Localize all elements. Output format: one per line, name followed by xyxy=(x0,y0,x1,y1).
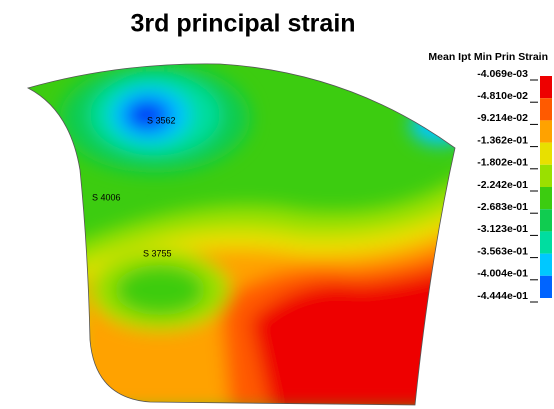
legend-level: -3.123e-01 xyxy=(477,223,528,235)
color-band xyxy=(540,76,552,98)
color-band xyxy=(540,120,552,142)
color-band xyxy=(540,254,552,276)
color-band xyxy=(540,276,552,298)
legend-level: -2.242e-01 xyxy=(477,179,528,191)
legend-level: -1.802e-01 xyxy=(477,157,528,169)
node-label: S 4006 xyxy=(92,192,121,202)
legend-level: -4.004e-01 xyxy=(477,268,528,280)
color-band xyxy=(540,187,552,209)
legend: -4.069e-03 -4.810e-02 -9.214e-02 -1.362e-01… xyxy=(477,68,552,302)
legend-level: -9.214e-02 xyxy=(477,112,528,124)
legend-level: -3.563e-01 xyxy=(477,245,528,257)
color-band xyxy=(540,98,552,120)
legend-level: -1.362e-01 xyxy=(477,134,528,146)
color-band xyxy=(540,143,552,165)
node-label: S 3562 xyxy=(147,115,176,125)
title: 3rd principal strain xyxy=(130,10,355,38)
node-label: S 3755 xyxy=(143,248,172,258)
contour-plot xyxy=(0,50,470,409)
color-band xyxy=(540,209,552,231)
legend-level: -4.810e-02 xyxy=(477,90,528,102)
legend-level: -4.444e-01 xyxy=(477,290,528,302)
color-band xyxy=(540,231,552,253)
color-band xyxy=(540,165,552,187)
screen: 3rd principal strain S 3562 S 4006 S 375… xyxy=(0,0,554,409)
legend-level: -4.069e-03 xyxy=(477,68,528,80)
legend-title: Mean Ipt Min Prin Strain xyxy=(428,51,548,63)
legend-level: -2.683e-01 xyxy=(477,201,528,213)
